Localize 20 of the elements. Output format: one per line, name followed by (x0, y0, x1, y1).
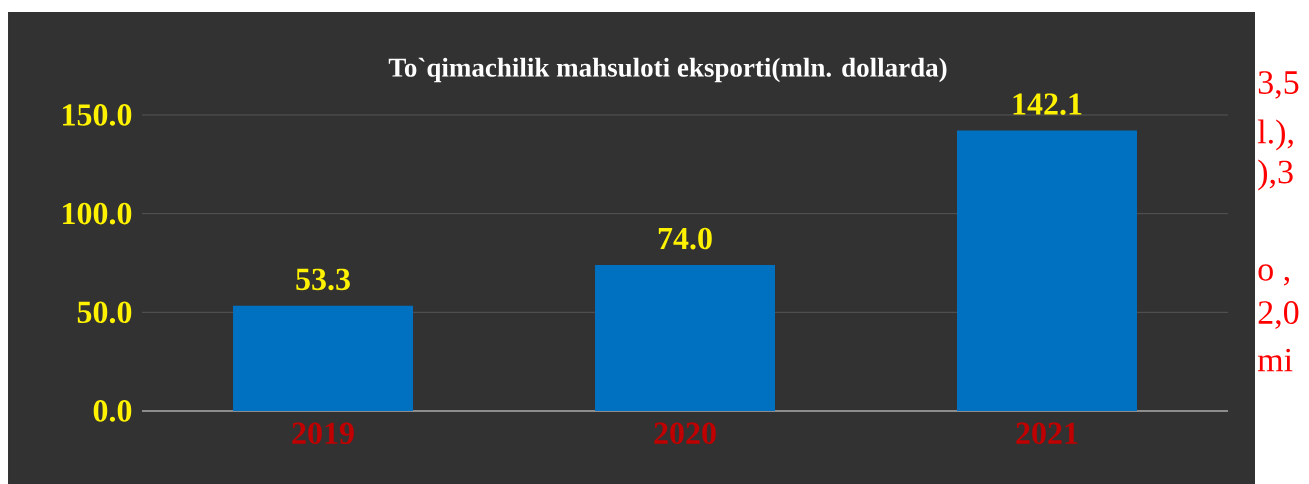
x-tick-label: 2019 (292, 422, 354, 445)
text: mi (1257, 348, 1293, 372)
text: o , (1258, 264, 1290, 286)
x-tick-label: 2021 (1016, 422, 1078, 445)
y-tick-label: 0.0 (93, 400, 132, 422)
data-label: 142.1 (1013, 93, 1082, 116)
text: 2,0 (1258, 301, 1299, 329)
bar (233, 305, 414, 411)
y-tick-label: 100.0 (63, 202, 132, 225)
data-label: 53.3 (296, 268, 350, 291)
text: ),3 (1258, 159, 1293, 191)
bar (595, 264, 776, 411)
bar (957, 130, 1137, 411)
text: 3,5 (1258, 71, 1299, 99)
y-tick-label: 150.0 (63, 104, 132, 126)
y-tick-label: 50.0 (77, 301, 132, 324)
x-tick-label: 2020 (654, 422, 716, 445)
text: l.), (1257, 119, 1293, 151)
chart-title: To`qimachilik mahsuloti eksporti(mln. dollarda) (388, 57, 947, 83)
data-label: 74.0 (658, 227, 712, 250)
